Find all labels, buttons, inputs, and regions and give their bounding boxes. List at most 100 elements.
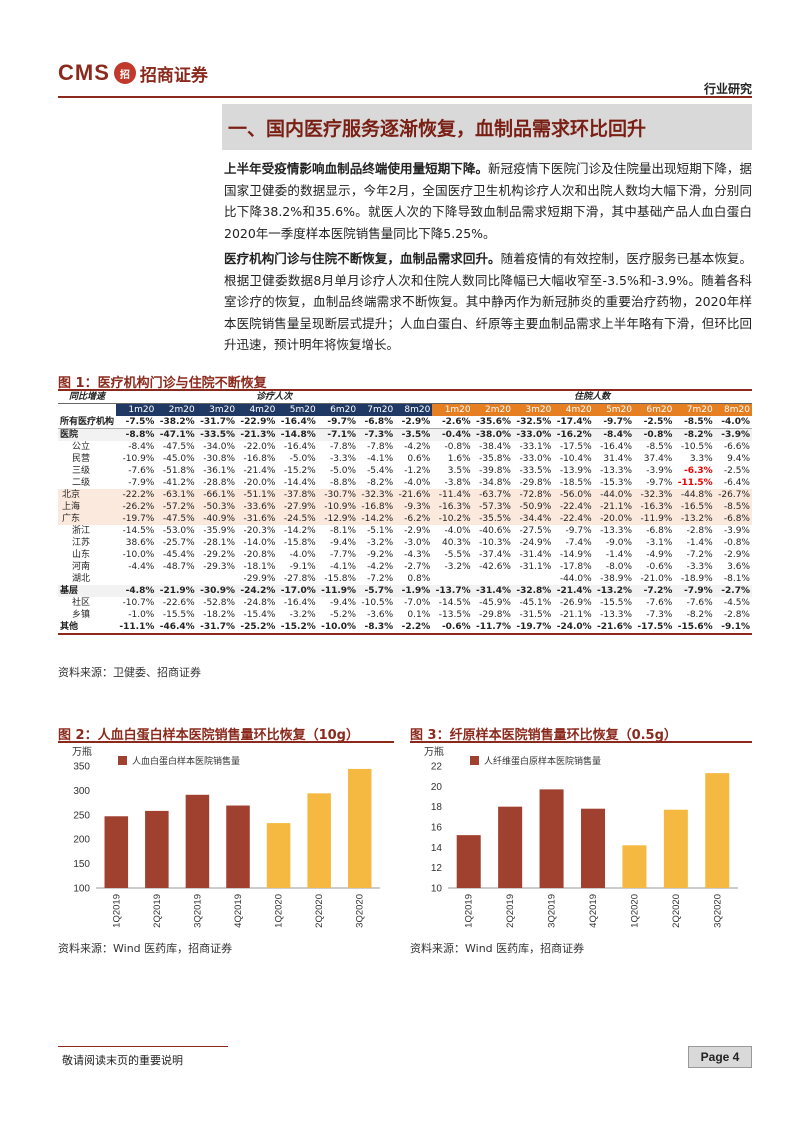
row-label: 湖北 <box>72 574 91 584</box>
table-cell: -10.5% <box>361 598 394 608</box>
table-cell: -24.9% <box>519 538 552 548</box>
row-label: 广东 <box>58 513 117 525</box>
table-cell: -10.0% <box>122 550 155 560</box>
table-cell: -9.4% <box>329 538 357 548</box>
table-cell: -2.9% <box>395 416 433 429</box>
paragraph-1-body: 新冠疫情下医院门诊及住院量出现短期下降，据国家卫健委的数据显示，今年2月，全国医… <box>224 161 752 241</box>
table-cell: -47.5% <box>162 442 195 452</box>
table-cell: -2.7% <box>714 585 752 597</box>
table-cell: -31.6% <box>237 513 278 525</box>
month-header-cell: 6m20 <box>634 403 675 416</box>
table-cell: -4.3% <box>404 550 431 560</box>
table-cell: -18.2% <box>203 610 236 620</box>
table-cell: -19.7% <box>116 513 157 525</box>
month-header-cell: 7m20 <box>674 403 715 416</box>
y-tick-label: 150 <box>73 859 90 870</box>
table-cell: -35.9% <box>203 526 236 536</box>
bar <box>185 794 210 888</box>
table-corner-label: 同比增速 <box>58 391 117 404</box>
table-cell: -63.1% <box>156 489 197 501</box>
table-cell: -14.2% <box>358 513 396 525</box>
row-label: 医院 <box>58 428 117 441</box>
paragraph-2: 医疗机构门诊与住院不断恢复，血制品需求回升。随着疫情的有效控制，医疗服务已基本恢… <box>224 248 752 356</box>
table-cell: -3.8% <box>444 478 471 488</box>
group-visits-header: 诊疗人次 <box>116 391 433 404</box>
table-cell: -8.5% <box>714 501 752 513</box>
table-cell <box>473 573 513 585</box>
logo-mark-icon: 招 <box>113 62 136 84</box>
row-label: 乡镇 <box>72 610 91 620</box>
table-cell: 3.5% <box>447 466 471 476</box>
table-cell: -33.1% <box>519 442 552 452</box>
table-cell: -13.3% <box>600 610 633 620</box>
row-label: 山东 <box>72 550 91 560</box>
table-cell: 3.6% <box>727 562 750 572</box>
table-cell: -15.5% <box>600 598 633 608</box>
table-cell: -6.8% <box>714 513 752 525</box>
table-cell: -33.5% <box>196 428 238 441</box>
table-cell: -18.1% <box>243 562 276 572</box>
table-cell: 0.1% <box>407 610 431 620</box>
table-cell: -31.7% <box>196 416 238 429</box>
legend-swatch <box>118 756 127 765</box>
table-cell: -13.2% <box>674 513 715 525</box>
table-cell: -72.8% <box>512 489 554 501</box>
table-cell: -0.6% <box>646 562 673 572</box>
table-group-header: 同比增速 诊疗人次 住院人数 <box>58 391 752 404</box>
bar <box>663 809 688 888</box>
table-cell: -20.3% <box>243 526 276 536</box>
figure-3-rule <box>410 741 752 743</box>
medical-visits-table: 同比增速 诊疗人次 住院人数 1m20 2m20 3m20 4m20 5m20 6m20 7m20… <box>58 391 752 635</box>
y-tick-label: 100 <box>73 884 90 895</box>
table-cell: -14.8% <box>277 428 318 441</box>
table-cell: -29.2% <box>203 550 236 560</box>
table-cell: -30.7% <box>317 489 359 501</box>
table-cell: 0.6% <box>407 454 431 464</box>
x-tick-label: 2Q2020 <box>314 894 325 928</box>
table-cell: -15.6% <box>674 621 715 635</box>
bar <box>498 806 523 888</box>
table-cell: -2.5% <box>634 416 675 429</box>
table-cell: -16.8% <box>243 454 276 464</box>
section-title: 一、国内医疗服务逐渐恢复，血制品需求环比回升 <box>228 118 647 140</box>
month-header-cell: 4m20 <box>237 403 278 416</box>
table-cell: -22.6% <box>162 598 195 608</box>
company-logo: CMS 招 招商证券 <box>58 60 208 86</box>
table-cell: -7.3% <box>646 610 673 620</box>
table-cell: -5.5% <box>444 550 471 560</box>
table-cell: -45.1% <box>519 598 552 608</box>
table-cell: -38.4% <box>479 442 511 452</box>
table-cell: -1.0% <box>128 610 155 620</box>
table-row: 广东 -19.7% -47.5% -40.9% -31.6% -24.5% -12.9% -1… <box>58 513 752 525</box>
row-label: 社区 <box>72 598 91 608</box>
table-cell: 9.4% <box>727 454 750 464</box>
table-row: 北京 -22.2% -63.1% -66.1% -51.1% -37.8% -30.7% -3… <box>58 489 752 501</box>
y-tick-label: 350 <box>73 762 90 773</box>
y-tick-label: 14 <box>431 843 443 854</box>
table-cell: -7.6% <box>646 598 673 608</box>
table-cell: -37.4% <box>479 550 511 560</box>
table-cell: -50.9% <box>512 501 554 513</box>
table-cell: -40.9% <box>196 513 238 525</box>
table-cell: -7.2% <box>634 585 675 597</box>
table-cell: -8.3% <box>358 621 396 635</box>
group-hospitalization-header: 住院人数 <box>432 391 752 404</box>
table-cell: -16.4% <box>600 442 633 452</box>
table-row: 基层 -4.8% -21.9% -30.9% -24.2% -17.0% -11.9% -5.… <box>58 585 752 597</box>
table-cell: -3.2% <box>444 562 471 572</box>
table-cell: -32.3% <box>358 489 396 501</box>
table-cell: -38.2% <box>156 416 197 429</box>
table-cell: -24.8% <box>243 598 276 608</box>
x-tick-label: 3Q2020 <box>355 894 366 928</box>
table-cell: 40.3% <box>442 538 471 548</box>
row-label: 所有医疗机构 <box>58 416 117 429</box>
table-cell: -8.2% <box>367 478 394 488</box>
table-cell: 38.6% <box>125 538 155 548</box>
table-cell: -13.5% <box>438 610 471 620</box>
table-cell: -44.0% <box>593 489 635 501</box>
table-cell: -21.0% <box>640 574 673 584</box>
table-cell: -18.9% <box>680 574 713 584</box>
table-cell: -21.4% <box>243 466 276 476</box>
bar <box>347 768 372 888</box>
table-cell: -35.6% <box>472 416 513 429</box>
